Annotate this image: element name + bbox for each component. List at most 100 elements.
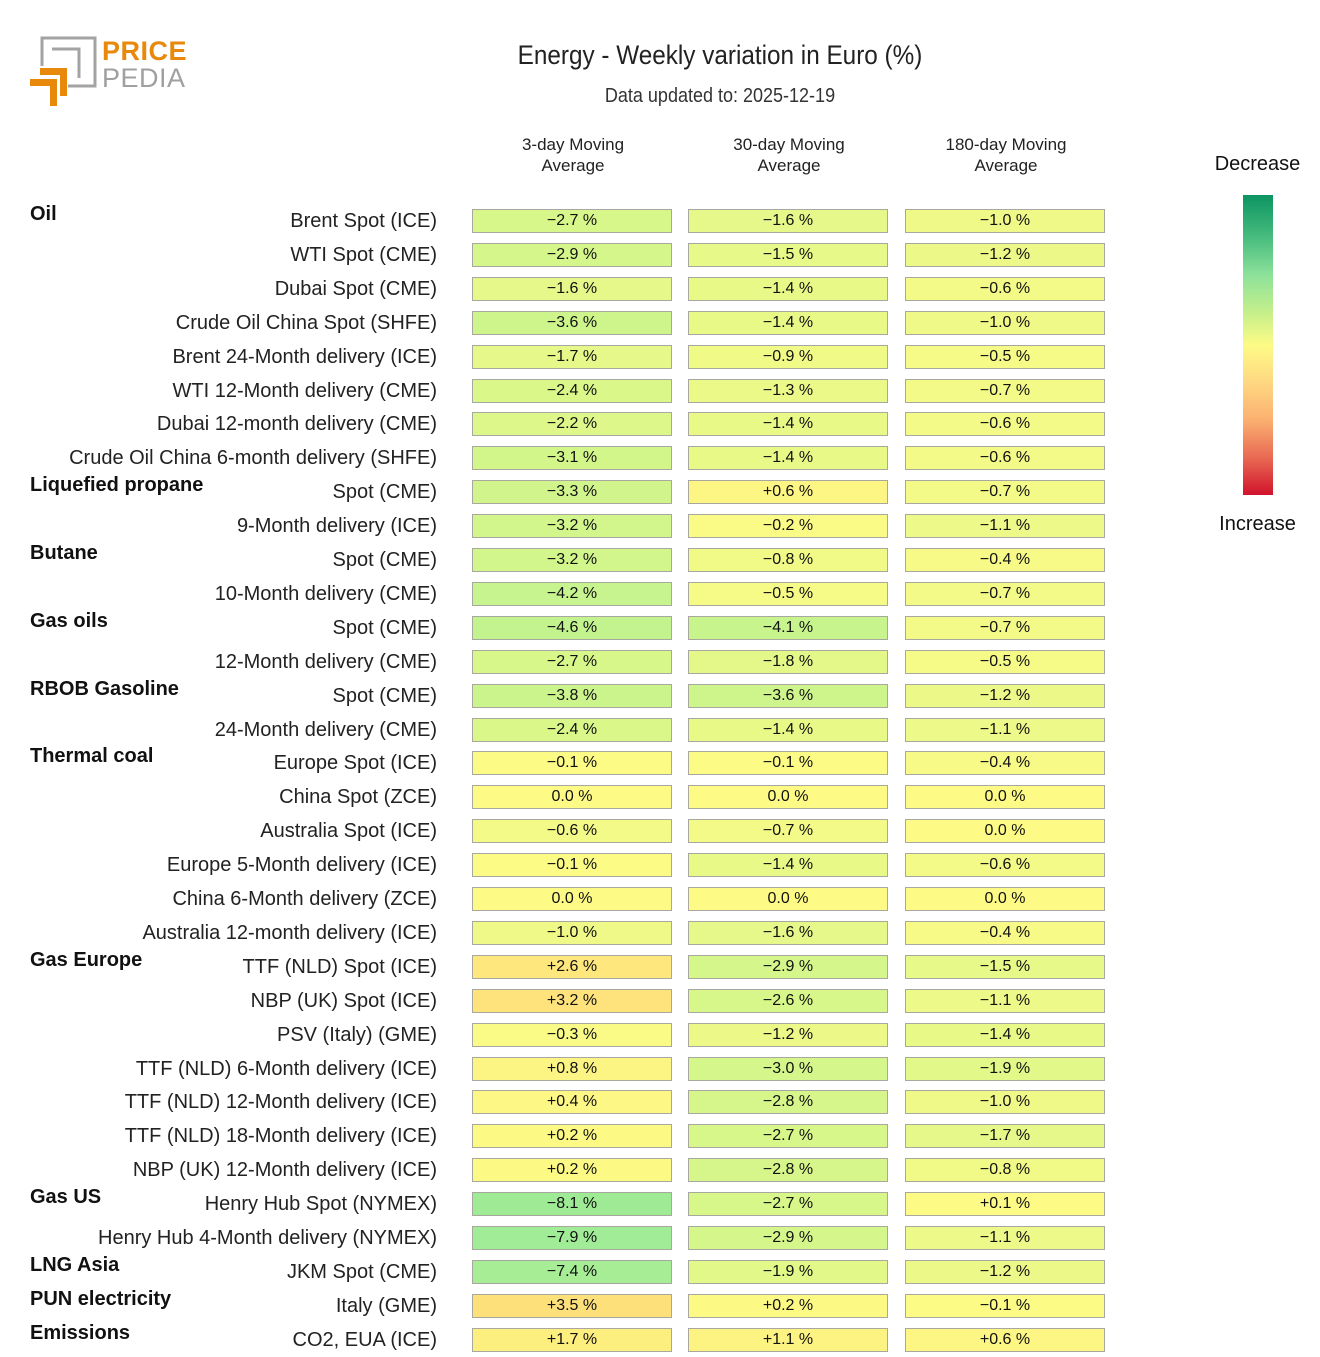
heatmap-cell: −1.4 % — [688, 412, 888, 437]
group-label: Gas US — [30, 1186, 102, 1209]
row-label: WTI 12-Month delivery (CME) — [172, 379, 438, 402]
row-label: NBP (UK) Spot (ICE) — [250, 989, 437, 1012]
heatmap-cell: −3.2 % — [472, 514, 672, 539]
heatmap-cell: −0.5 % — [905, 344, 1105, 369]
heatmap-cell: −1.0 % — [905, 1090, 1105, 1115]
heatmap-cell: 0.0 % — [472, 785, 672, 810]
heatmap-cell: +1.1 % — [688, 1327, 888, 1352]
row-label: Dubai 12-month delivery (CME) — [156, 413, 437, 436]
group-label: Thermal coal — [30, 745, 154, 768]
heatmap-cell: −1.4 % — [688, 717, 888, 742]
logo-mark-icon — [30, 36, 97, 106]
heatmap-cell: −0.4 % — [905, 751, 1105, 776]
heatmap-cell: −1.8 % — [688, 649, 888, 674]
heatmap-cell: −0.7 % — [905, 615, 1105, 640]
heatmap-cell: −2.8 % — [688, 1158, 888, 1183]
legend-decrease-label: Decrease — [1214, 153, 1301, 175]
heatmap-cell: −0.6 % — [905, 276, 1105, 301]
row-label: TTF (NLD) 18-Month delivery (ICE) — [124, 1125, 437, 1148]
heatmap-cell: 0.0 % — [905, 785, 1105, 810]
group-label: RBOB Gasoline — [30, 677, 179, 700]
heatmap-cell: −0.1 % — [688, 751, 888, 776]
heatmap-cell: −1.2 % — [688, 1022, 888, 1047]
heatmap-cell: −8.1 % — [472, 1192, 672, 1217]
column-header-3day: 3-day Moving Average — [521, 135, 625, 175]
heatmap-cell: +0.4 % — [472, 1090, 672, 1115]
heatmap-cell: −0.1 % — [905, 1293, 1105, 1318]
heatmap-cell: −4.1 % — [688, 615, 888, 640]
row-label: Australia 12-month delivery (ICE) — [142, 921, 437, 944]
heatmap-cell: −1.4 % — [688, 276, 888, 301]
heatmap-cell: −4.2 % — [472, 581, 672, 606]
heatmap-cell: +0.2 % — [472, 1158, 672, 1183]
row-label: 9-Month delivery (ICE) — [236, 515, 437, 538]
heatmap-cell: −1.1 % — [905, 988, 1105, 1013]
heatmap-cell: −3.3 % — [472, 480, 672, 505]
heatmap-cell: +1.7 % — [472, 1327, 672, 1352]
heatmap-cell: 0.0 % — [905, 887, 1105, 911]
heatmap-cell: −1.1 % — [905, 1226, 1105, 1250]
row-label: Crude Oil China Spot (SHFE) — [175, 311, 437, 334]
heatmap-cell: −2.2 % — [472, 412, 672, 437]
logo-text-pedia: PEDIA — [102, 63, 186, 93]
row-label: TTF (NLD) 12-Month delivery (ICE) — [124, 1091, 437, 1114]
heatmap-cell: −1.9 % — [905, 1056, 1105, 1081]
column-header-30day: 30-day Moving Average — [733, 135, 845, 175]
heatmap-cell: −0.7 % — [905, 378, 1105, 403]
heatmap-cell: +0.6 % — [688, 480, 888, 505]
heatmap-cell: −2.8 % — [688, 1090, 888, 1115]
heatmap-cell: −3.8 % — [472, 683, 672, 708]
heatmap-cell: −1.9 % — [688, 1259, 888, 1284]
heatmap-cell: −0.3 % — [472, 1022, 672, 1047]
group-label: Gas oils — [30, 609, 108, 632]
heatmap-cell: −2.7 % — [472, 209, 672, 233]
heatmap-cell: −1.7 % — [472, 344, 672, 369]
heatmap-cell: −1.5 % — [688, 242, 888, 267]
row-label: NBP (UK) 12-Month delivery (ICE) — [132, 1159, 437, 1182]
row-label: Spot (CME) — [332, 481, 437, 504]
heatmap-cell: −1.1 % — [905, 717, 1105, 742]
row-label: TTF (NLD) 6-Month delivery (ICE) — [135, 1057, 437, 1080]
heatmap-cell: −0.8 % — [688, 548, 888, 572]
heatmap-cell: −1.5 % — [905, 954, 1105, 979]
row-label: Brent Spot (ICE) — [290, 210, 437, 232]
heatmap-cell: −4.6 % — [472, 615, 672, 640]
heatmap-cell: +0.2 % — [688, 1293, 888, 1318]
logo-text-price: PRICE — [102, 36, 188, 66]
row-label: JKM Spot (CME) — [286, 1260, 437, 1283]
heatmap-cell: −0.4 % — [905, 548, 1105, 572]
column-header-180day: 180-day Moving Average — [945, 135, 1067, 175]
heatmap-cell: −0.6 % — [905, 446, 1105, 471]
row-label: Europe 5-Month delivery (ICE) — [166, 854, 437, 877]
heatmap-cell: −0.9 % — [688, 344, 888, 369]
row-label: PSV (Italy) (GME) — [276, 1023, 437, 1046]
heatmap-cell: −2.7 % — [472, 649, 672, 674]
heatmap-cell: −1.2 % — [905, 1259, 1105, 1284]
heatmap-cell: −0.6 % — [472, 819, 672, 844]
row-label: Crude Oil China 6-month delivery (SHFE) — [69, 447, 437, 470]
heatmap-cell: −1.0 % — [905, 310, 1105, 335]
heatmap-cell: −3.6 % — [472, 310, 672, 335]
row-label: Europe Spot (ICE) — [273, 752, 437, 775]
heatmap-cell: −2.6 % — [688, 988, 888, 1013]
heatmap-cell: −0.5 % — [688, 581, 888, 606]
row-label: Henry Hub Spot (NYMEX) — [204, 1193, 437, 1216]
heatmap-cell: −2.7 % — [688, 1124, 888, 1149]
heatmap-cell: −1.1 % — [905, 514, 1105, 539]
row-label: 12-Month delivery (CME) — [214, 650, 437, 673]
heatmap-cell: −3.6 % — [688, 683, 888, 708]
row-label: China 6-Month delivery (ZCE) — [172, 888, 437, 910]
heatmap-cell: −0.8 % — [905, 1158, 1105, 1183]
row-label: TTF (NLD) Spot (ICE) — [242, 955, 437, 978]
row-label: 24-Month delivery (CME) — [214, 718, 437, 741]
heatmap-cell: −2.9 % — [688, 1226, 888, 1250]
heatmap-cell: −1.6 % — [688, 209, 888, 233]
heatmap-cell: −1.4 % — [688, 446, 888, 471]
heatmap-cell: +0.8 % — [472, 1056, 672, 1081]
heatmap-cell: −1.6 % — [688, 920, 888, 945]
row-label: Australia Spot (ICE) — [260, 820, 437, 843]
heatmap-cell: −1.7 % — [905, 1124, 1105, 1149]
heatmap-cell: −0.5 % — [905, 649, 1105, 674]
row-label: Henry Hub 4-Month delivery (NYMEX) — [98, 1227, 437, 1249]
heatmap-cell: −0.6 % — [905, 853, 1105, 878]
